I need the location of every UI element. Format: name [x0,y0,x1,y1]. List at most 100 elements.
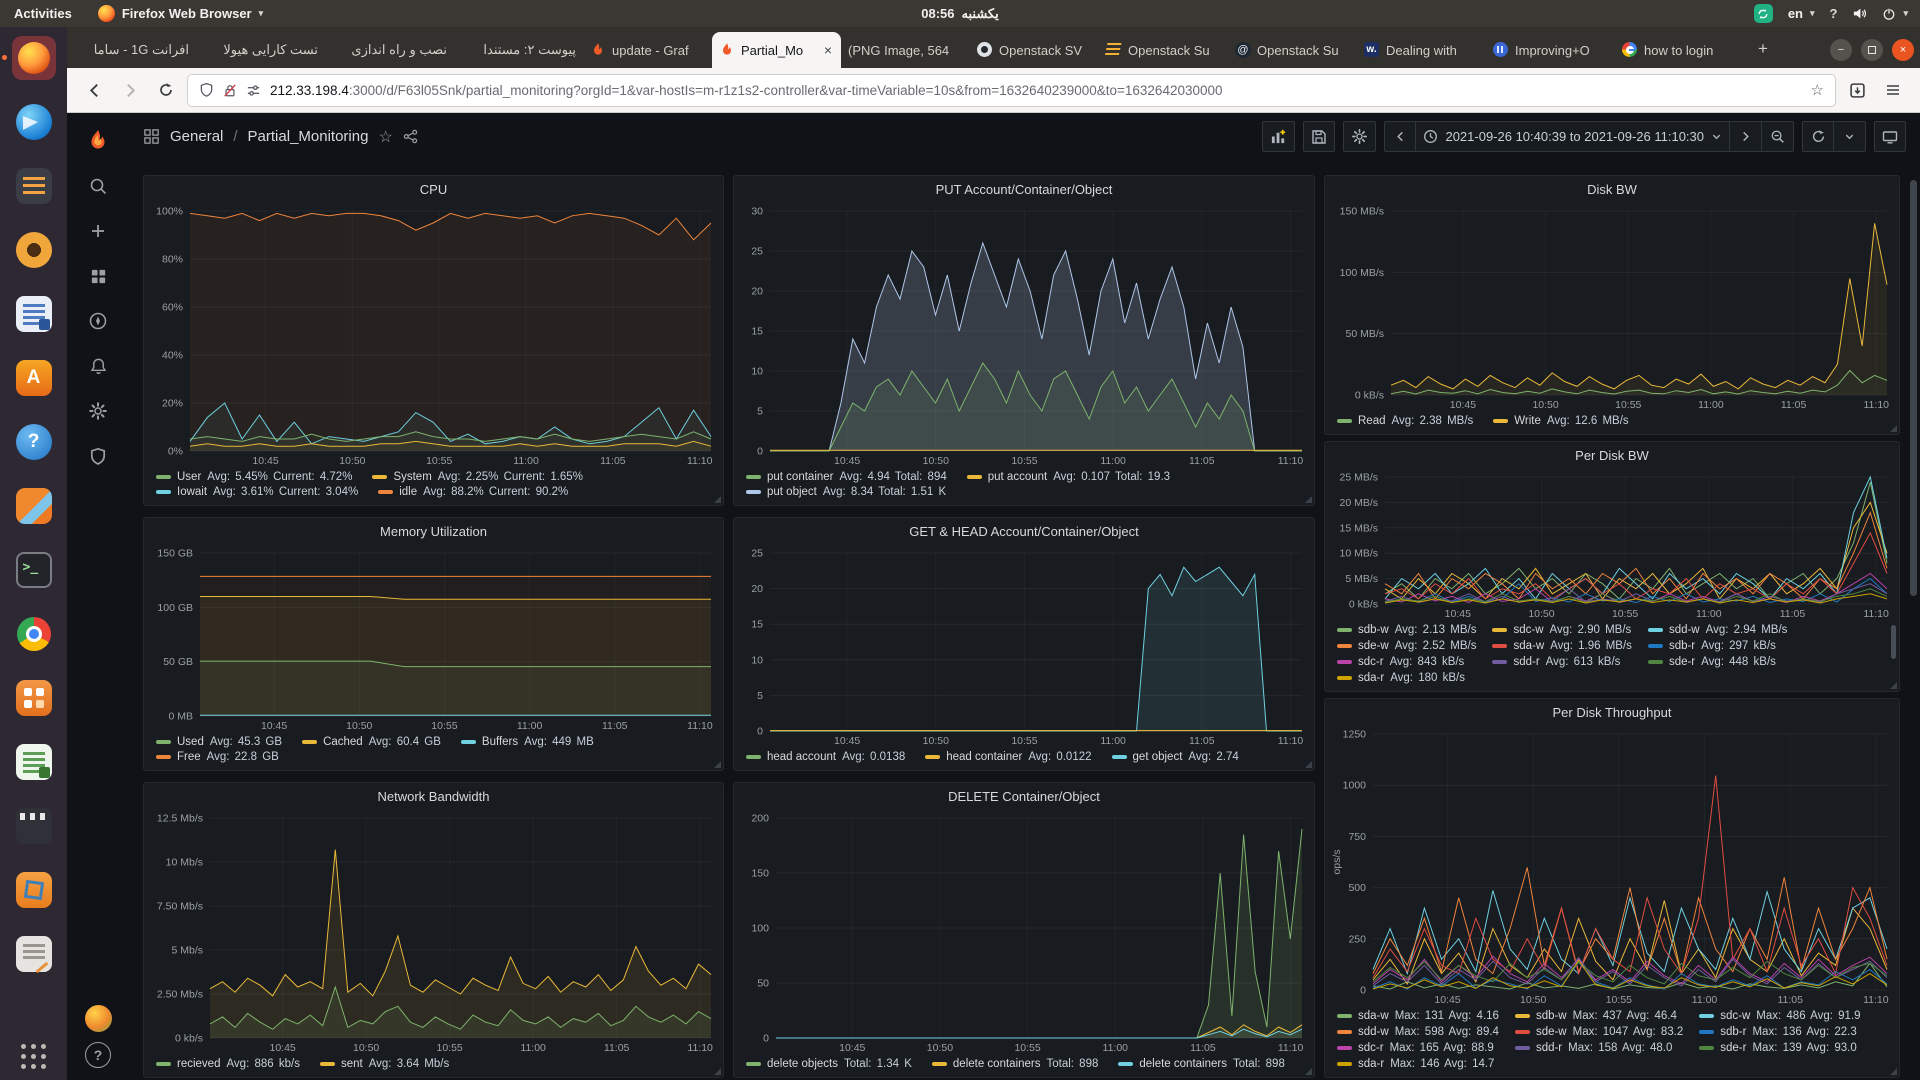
legend-item-sdd-r[interactable]: sdd-rMax: 158 Avg: 48.0 [1515,1042,1683,1054]
legend-item-idle[interactable]: idleAvg: 88.2% Current: 90.2% [378,486,568,498]
volume-icon[interactable] [1852,6,1867,21]
sidebar-dashboards-icon[interactable] [80,258,116,294]
dock-icon-software-updates[interactable] [12,484,56,528]
legend-item-delete-objects[interactable]: delete objectsTotal: 1.34 K [746,1058,912,1070]
legend-item-put-container[interactable]: put containerAvg: 4.94 Total: 894 [746,471,947,483]
legend-item-delete-containers[interactable]: delete containersTotal: 898 [932,1058,1098,1070]
power-menu-button[interactable]: ▾ [1882,7,1908,21]
permissions-tune-icon[interactable] [246,83,261,98]
page-scrollbar[interactable] [1910,180,1917,596]
sidebar-help-icon[interactable]: ? [85,1042,111,1068]
sidebar-grafana-logo[interactable] [80,123,116,159]
chart-network[interactable]: 0 kb/s2.50 Mb/s5 Mb/s7.50 Mb/s10 Mb/s12.… [144,810,723,1055]
dock-icon-chrome[interactable] [12,612,56,656]
panel-title[interactable]: DELETE Container/Object [734,783,1314,810]
shield-icon[interactable] [199,82,214,98]
clock-button[interactable]: 08:56 یکشنبه [921,6,998,22]
legend-item-sdc-r[interactable]: sdc-rMax: 165 Avg: 88.9 [1337,1042,1499,1054]
dock-icon-boxes[interactable] [12,868,56,912]
legend-item-Free[interactable]: FreeAvg: 22.8 GB [156,751,279,763]
browser-tab-2[interactable]: تست کارایی هیولا [196,32,325,68]
legend-item-sda-r[interactable]: sda-rAvg: 180 kB/s [1337,672,1476,684]
browser-tab-1[interactable]: افرانت 1G - ساما [67,32,196,68]
zoom-out-time-button[interactable] [1762,121,1794,152]
chart-memory[interactable]: 0 MB50 GB100 GB150 GB10:4510:5010:5511:0… [144,545,723,733]
legend-item-Write[interactable]: WriteAvg: 12.6 MB/s [1493,415,1628,427]
dock-icon-mail[interactable] [12,164,56,208]
legend-item-sde-r[interactable]: sde-rAvg: 448 kB/s [1648,656,1787,668]
back-button[interactable] [79,75,109,105]
legend-item-Buffers[interactable]: BuffersAvg: 449 MB [461,736,594,748]
legend-item-sdb-w[interactable]: sdb-wAvg: 2.13 MB/s [1337,624,1476,636]
legend-item-User[interactable]: UserAvg: 5.45% Current: 4.72% [156,471,352,483]
legend-item-Iowait[interactable]: IowaitAvg: 3.61% Current: 3.04% [156,486,358,498]
legend-item-get-object[interactable]: get objectAvg: 2.74 [1112,751,1239,763]
browser-tab-4[interactable]: پیوست ۲: مستندا [454,32,583,68]
time-range-picker[interactable]: 2021-09-26 10:40:39 to 2021-09-26 11:10:… [1416,121,1730,152]
legend-item-sdc-w[interactable]: sdc-wMax: 486 Avg: 91.9 [1699,1010,1860,1022]
show-applications-button[interactable] [21,1044,47,1070]
dock-icon-rhythmbox[interactable] [12,228,56,272]
legend-item-recieved[interactable]: recievedAvg: 886 kb/s [156,1058,300,1070]
legend-item-sde-w[interactable]: sde-wAvg: 2.52 MB/s [1337,640,1476,652]
legend-item-sdd-r[interactable]: sdd-rAvg: 613 kB/s [1492,656,1631,668]
new-tab-button[interactable]: + [1748,34,1778,64]
time-shift-forward-button[interactable] [1730,121,1762,152]
refresh-interval-dropdown[interactable] [1834,121,1866,152]
app-menu-button[interactable]: Firefox Web Browser ▾ [98,5,263,22]
browser-tab-13[interactable]: how to login [1615,32,1744,68]
bookmark-star-icon[interactable]: ☆ [1811,81,1824,99]
chart-per_disk_throughput[interactable]: 02505007501000125010:4510:5010:5511:0011… [1325,726,1899,1007]
panel-title[interactable]: CPU [144,176,723,203]
legend-item-Cached[interactable]: CachedAvg: 60.4 GB [302,736,441,748]
sidebar-user-avatar[interactable] [85,1005,112,1032]
legend-item-sdb-r[interactable]: sdb-rMax: 136 Avg: 22.3 [1699,1026,1860,1038]
kiosk-tv-button[interactable] [1874,121,1906,152]
panel-title[interactable]: Per Disk Throughput [1325,699,1899,726]
dock-icon-libreoffice-writer[interactable] [12,292,56,336]
panel-title[interactable]: Network Bandwidth [144,783,723,810]
dock-icon-video-editor[interactable] [12,804,56,848]
browser-tab-9[interactable]: Openstack Su [1099,32,1228,68]
legend-item-sdb-r[interactable]: sdb-rAvg: 297 kB/s [1648,640,1787,652]
breadcrumb-page[interactable]: Partial_Monitoring [248,128,369,145]
language-indicator[interactable]: en▾ [1788,6,1815,21]
legend-item-Used[interactable]: UsedAvg: 45.3 GB [156,736,282,748]
legend-item-delete-containers[interactable]: delete containersTotal: 898 [1118,1058,1284,1070]
panel-title[interactable]: PUT Account/Container/Object [734,176,1314,203]
chart-get[interactable]: 051015202510:4510:5010:5511:0011:0511:10 [734,545,1314,748]
legend-item-sda-w[interactable]: sda-wMax: 131 Avg: 4.16 [1337,1010,1499,1022]
sidebar-alerting-icon[interactable] [80,348,116,384]
chart-per_disk_bw[interactable]: 0 kB/s5 MB/s10 MB/s15 MB/s20 MB/s25 MB/s… [1325,469,1899,621]
dashboard-grid-icon[interactable] [143,128,160,145]
legend-item-put-object[interactable]: put objectAvg: 8.34 Total: 1.51 K [746,486,946,498]
chart-put[interactable]: 05101520253010:4510:5010:5511:0011:0511:… [734,203,1314,468]
dock-icon-libreoffice-calc[interactable] [12,740,56,784]
browser-tab-12[interactable]: Improving+O [1486,32,1615,68]
url-text[interactable]: 212.33.198.4:3000/d/F63l05Snk/partial_mo… [270,83,1802,98]
browser-tab-8[interactable]: Openstack SV [970,32,1099,68]
dashboard-settings-button[interactable] [1343,121,1376,152]
hamburger-menu-icon[interactable] [1878,75,1908,105]
chart-delete[interactable]: 05010015020010:4510:5010:5511:0011:0511:… [734,810,1314,1055]
browser-tab-11[interactable]: w.Dealing with [1357,32,1486,68]
legend-item-sdd-w[interactable]: sdd-wAvg: 2.94 MB/s [1648,624,1787,636]
legend-item-System[interactable]: SystemAvg: 2.25% Current: 1.65% [372,471,583,483]
sidebar-explore-icon[interactable] [80,303,116,339]
legend-item-sde-w[interactable]: sde-wMax: 1047 Avg: 83.2 [1515,1026,1683,1038]
browser-tab-3[interactable]: نصب و راه اندازی [325,32,454,68]
chart-cpu[interactable]: 0%20%40%60%80%100%10:4510:5010:5511:0011… [144,203,723,468]
insecure-lock-icon[interactable] [223,83,237,98]
legend-item-sdc-w[interactable]: sdc-wAvg: 2.90 MB/s [1492,624,1631,636]
panel-title[interactable]: Disk BW [1325,176,1899,203]
star-dashboard-icon[interactable]: ☆ [378,127,392,147]
legend-item-sdc-r[interactable]: sdc-rAvg: 843 kB/s [1337,656,1476,668]
panel-title[interactable]: GET & HEAD Account/Container/Object [734,518,1314,545]
browser-tab-6-active[interactable]: Partial_Mo× [712,32,841,68]
legend-item-sdb-w[interactable]: sdb-wMax: 437 Avg: 46.4 [1515,1010,1683,1022]
add-panel-button[interactable] [1262,121,1295,152]
sidebar-configuration-icon[interactable] [80,393,116,429]
legend-item-Read[interactable]: ReadAvg: 2.38 MB/s [1337,415,1473,427]
sidebar-add-icon[interactable] [80,213,116,249]
panel-title[interactable]: Per Disk BW [1325,442,1899,469]
